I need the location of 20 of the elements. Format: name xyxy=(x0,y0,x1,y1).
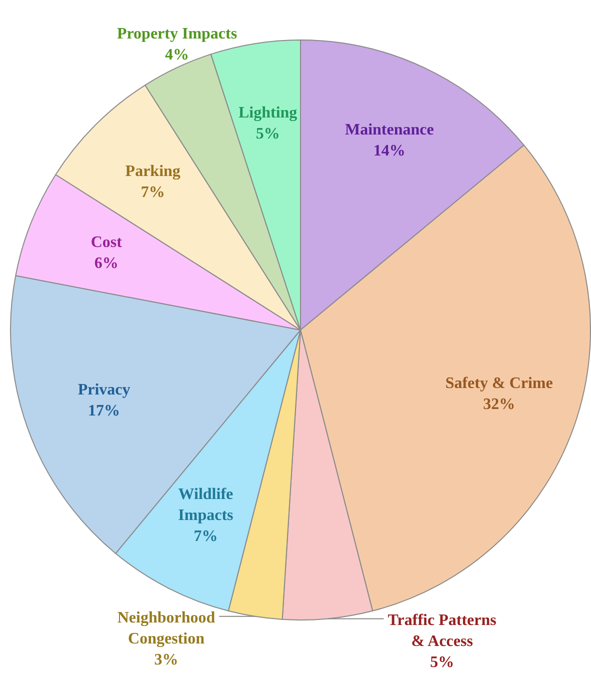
slice-label: Safety & Crime xyxy=(445,375,553,392)
data-label: 5% xyxy=(256,125,280,142)
slice-label: Traffic Patterns & Access xyxy=(388,612,496,650)
slice-label: Maintenance xyxy=(344,122,434,139)
data-label: 32% xyxy=(483,396,516,414)
data-label: 7% xyxy=(140,184,165,201)
data-label: 3% xyxy=(154,652,178,669)
data-label: 7% xyxy=(194,528,218,546)
data-label: 17% xyxy=(88,402,120,420)
data-label: 14% xyxy=(373,142,406,160)
data-label: 5% xyxy=(430,654,454,671)
slice-label: Lighting xyxy=(238,104,298,122)
slice-label: Privacy xyxy=(78,381,130,398)
slice-label: Property Impacts xyxy=(116,26,238,43)
slice-label: Neighborhood Congestion xyxy=(117,610,216,648)
slice-label: Wildlife Impacts xyxy=(178,486,234,524)
slice-label: Parking xyxy=(125,162,180,180)
data-label: 6% xyxy=(94,254,118,272)
data-label: 4% xyxy=(165,46,190,64)
slice-label: Cost xyxy=(90,234,123,251)
